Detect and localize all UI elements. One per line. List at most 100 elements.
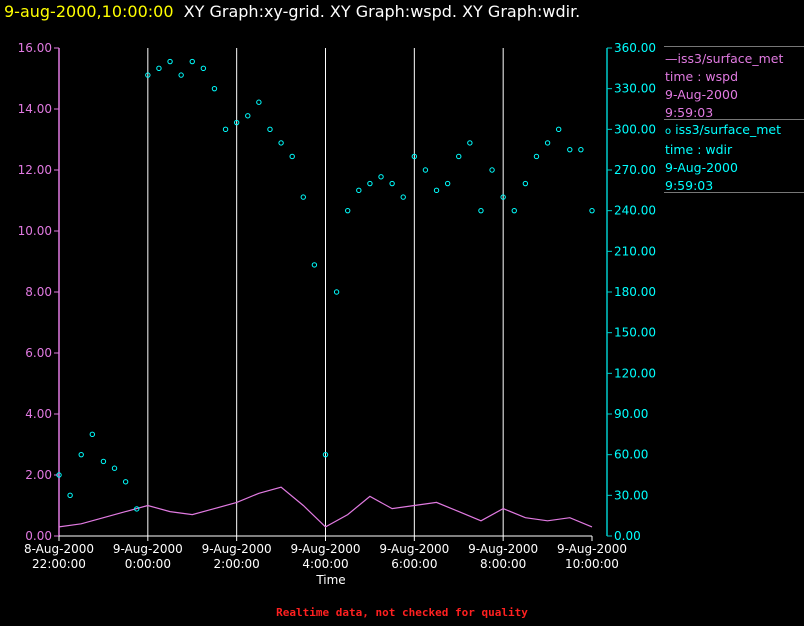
y-right-tick-label: 90.00 <box>614 407 648 421</box>
y-right-tick-label: 210.00 <box>614 244 656 258</box>
y-left-tick-label: 2.00 <box>25 468 52 482</box>
y-left-tick-label: 6.00 <box>25 346 52 360</box>
wdir-point <box>267 126 273 133</box>
wdir-point <box>211 85 218 92</box>
wdir-point <box>511 207 517 214</box>
legend-wspd-var: time : wspd <box>665 69 739 84</box>
wdir-point <box>567 146 573 153</box>
legend-divider <box>664 119 804 120</box>
y-right-tick-label: 120.00 <box>614 366 656 380</box>
x-tick-label-time: 2:00:00 <box>214 557 260 571</box>
wdir-point <box>444 180 451 187</box>
wdir-point <box>422 167 429 173</box>
wdir-point <box>56 472 62 478</box>
y-left-tick-label: 16.00 <box>18 41 52 55</box>
x-axis-label: Time <box>315 573 345 587</box>
wdir-point <box>378 174 384 180</box>
x-tick-label-date: 9-Aug-2000 <box>202 542 272 556</box>
wdir-point <box>400 194 406 200</box>
grid-lines <box>147 48 504 536</box>
wdir-point <box>456 153 462 160</box>
y-left-tick-label: 0.00 <box>25 529 52 543</box>
wdir-point <box>367 180 373 187</box>
wdir-point <box>278 140 284 146</box>
axes <box>58 48 608 537</box>
y-left-tick-label: 10.00 <box>18 224 52 238</box>
wdir-point <box>122 479 129 485</box>
wdir-point <box>111 465 118 471</box>
wdir-point <box>489 167 495 173</box>
wdir-point <box>222 126 229 133</box>
wdir-point <box>245 113 251 119</box>
wdir-point <box>289 153 295 160</box>
x-tick-label-date: 9-Aug-2000 <box>468 542 538 556</box>
x-tick-label-time: 6:00:00 <box>391 557 437 571</box>
wdir-point <box>167 58 173 65</box>
wdir-point <box>67 492 73 499</box>
wdir-point <box>345 207 351 214</box>
y-right-tick-label: 150.00 <box>614 326 656 340</box>
wdir-point <box>467 140 473 146</box>
x-tick-label-date: 9-Aug-2000 <box>113 542 183 556</box>
wdir-point <box>178 72 184 78</box>
x-ticks: 8-Aug-200022:00:009-Aug-20000:00:009-Aug… <box>24 536 627 571</box>
legend-wdir: o iss3/surface_met time : wdir 9-Aug-200… <box>665 122 781 193</box>
wdir-point <box>78 451 84 458</box>
wdir-point <box>100 458 107 465</box>
wdir-point <box>189 58 195 65</box>
y-left-ticks: 0.00 2.00 4.00 6.00 8.00 10.00 12.00 14.00 16.00 <box>18 41 59 543</box>
wdir-point <box>134 506 140 512</box>
legend-wspd-name: iss3/surface_met <box>677 51 784 66</box>
wdir-point <box>322 451 329 458</box>
quality-footnote: Realtime data, not checked for quality <box>276 606 528 619</box>
x-tick-label-date: 9-Aug-2000 <box>379 542 449 556</box>
y-right-tick-label: 60.00 <box>614 448 648 462</box>
legend-divider <box>664 192 804 193</box>
wdir-point <box>356 187 362 194</box>
legend-divider <box>664 46 804 47</box>
wdir-point <box>589 207 595 214</box>
wdir-point <box>256 99 262 105</box>
wdir-point <box>389 180 395 187</box>
x-tick-label-time: 22:00:00 <box>32 557 86 571</box>
x-tick-label-date: 9-Aug-2000 <box>557 542 627 556</box>
wdir-point <box>433 187 440 194</box>
y-right-tick-label: 270.00 <box>614 163 656 177</box>
x-tick-label-time: 0:00:00 <box>125 557 171 571</box>
graph-list: XY Graph:xy-grid. XY Graph:wspd. XY Grap… <box>183 2 581 21</box>
x-tick-label-time: 8:00:00 <box>480 557 526 571</box>
y-left-tick-label: 8.00 <box>25 285 52 299</box>
legend-wspd-date: 9-Aug-2000 <box>665 87 738 102</box>
y-left-tick-label: 12.00 <box>18 163 52 177</box>
wdir-point <box>555 126 562 133</box>
y-right-tick-label: 0.00 <box>614 529 641 543</box>
wdir-point <box>89 431 96 438</box>
y-right-tick-label: 300.00 <box>614 122 656 136</box>
wdir-point <box>145 72 151 78</box>
wdir-point <box>578 146 584 153</box>
wdir-point <box>522 180 529 187</box>
x-tick-label-time: 10:00:00 <box>565 557 619 571</box>
wspd-series <box>58 486 593 528</box>
wdir-point <box>311 262 318 268</box>
x-tick-label-date: 8-Aug-2000 <box>24 542 94 556</box>
wdir-point <box>300 194 306 200</box>
wspd-line <box>58 486 593 528</box>
wdir-point <box>544 140 551 146</box>
wdir-point <box>411 153 418 160</box>
wdir-series <box>56 58 595 512</box>
y-right-tick-label: 240.00 <box>614 204 656 218</box>
y-left-tick-label: 14.00 <box>18 102 52 116</box>
y-right-tick-label: 330.00 <box>614 82 656 96</box>
y-right-tick-label: 30.00 <box>614 488 648 502</box>
wdir-point <box>233 119 240 126</box>
legend-wspd-time: 9:59:03 <box>665 105 714 120</box>
wdir-point <box>500 194 506 200</box>
x-tick-label-date: 9-Aug-2000 <box>290 542 360 556</box>
y-right-tick-label: 360.00 <box>614 41 656 55</box>
legend-wspd: —iss3/surface_met time : wspd 9-Aug-2000… <box>665 51 784 120</box>
wdir-point <box>200 65 207 72</box>
wdir-point <box>533 153 540 160</box>
wdir-point <box>478 207 484 214</box>
